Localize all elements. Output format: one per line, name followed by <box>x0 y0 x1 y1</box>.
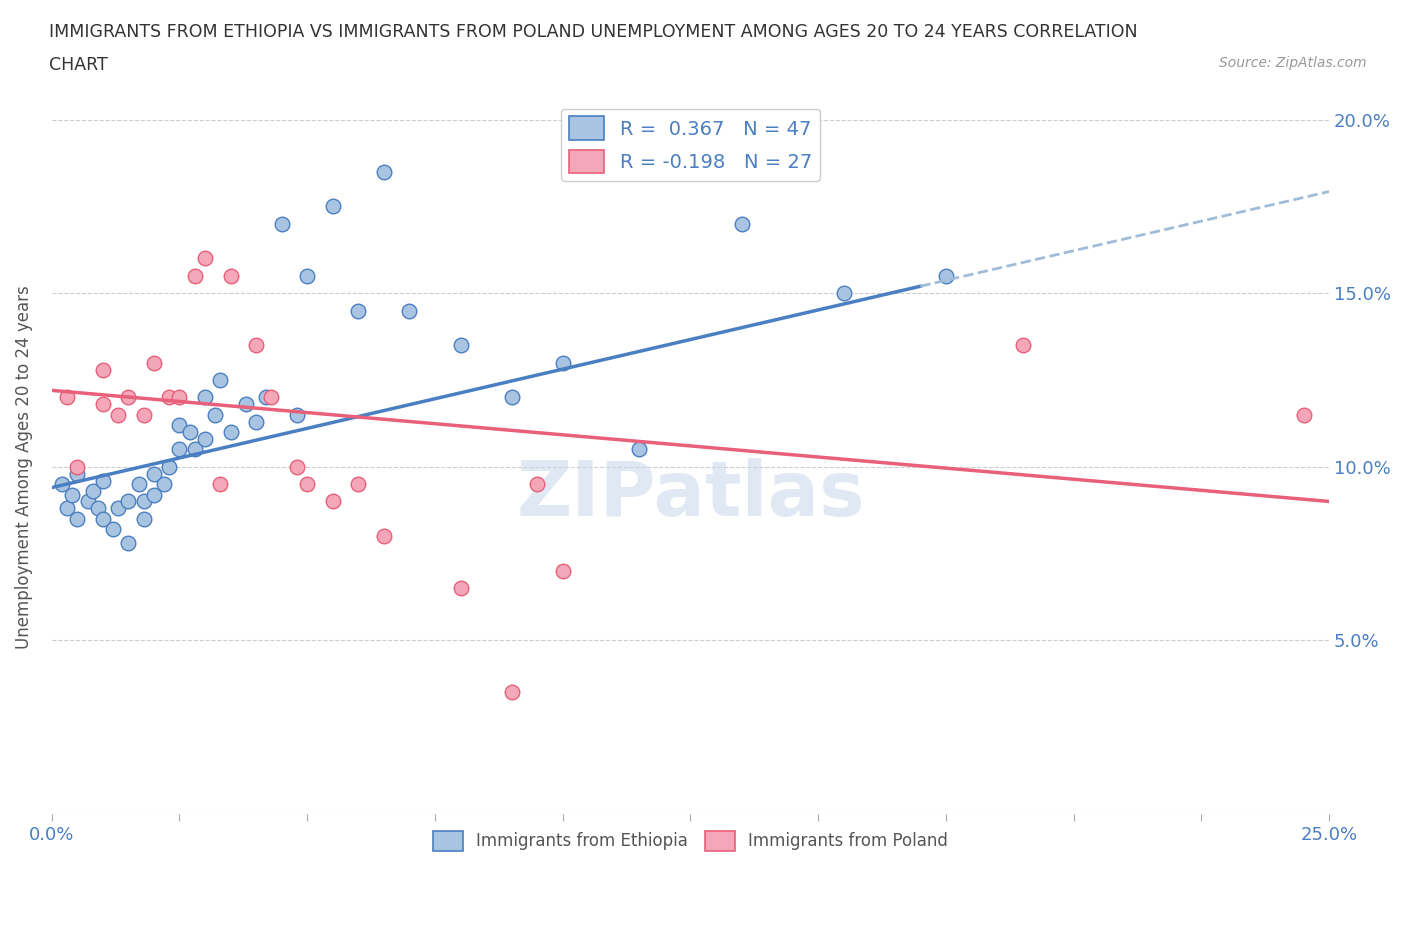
Point <box>373 529 395 544</box>
Point <box>91 397 114 412</box>
Point <box>142 466 165 481</box>
Point <box>142 487 165 502</box>
Point <box>56 501 79 516</box>
Point <box>107 501 129 516</box>
Point <box>832 286 855 300</box>
Point <box>730 217 752 232</box>
Text: Source: ZipAtlas.com: Source: ZipAtlas.com <box>1219 56 1367 70</box>
Point <box>245 414 267 429</box>
Point <box>107 407 129 422</box>
Point <box>270 217 292 232</box>
Point <box>91 362 114 377</box>
Text: CHART: CHART <box>49 56 108 73</box>
Point <box>66 512 89 526</box>
Point <box>551 564 574 578</box>
Point <box>194 432 217 446</box>
Point <box>194 251 217 266</box>
Point <box>56 390 79 405</box>
Point <box>82 484 104 498</box>
Point <box>169 390 191 405</box>
Point <box>373 165 395 179</box>
Legend: Immigrants from Ethiopia, Immigrants from Poland: Immigrants from Ethiopia, Immigrants fro… <box>426 824 955 857</box>
Point <box>285 459 308 474</box>
Point <box>87 501 110 516</box>
Point <box>117 536 139 551</box>
Point <box>526 477 548 492</box>
Point <box>142 355 165 370</box>
Point <box>128 477 150 492</box>
Text: ZIPatlas: ZIPatlas <box>516 458 865 532</box>
Point <box>91 512 114 526</box>
Text: IMMIGRANTS FROM ETHIOPIA VS IMMIGRANTS FROM POLAND UNEMPLOYMENT AMONG AGES 20 TO: IMMIGRANTS FROM ETHIOPIA VS IMMIGRANTS F… <box>49 23 1137 41</box>
Y-axis label: Unemployment Among Ages 20 to 24 years: Unemployment Among Ages 20 to 24 years <box>15 285 32 648</box>
Point <box>219 269 242 284</box>
Point <box>297 477 319 492</box>
Point <box>132 407 155 422</box>
Point <box>91 473 114 488</box>
Point <box>501 390 523 405</box>
Point <box>60 487 83 502</box>
Point <box>66 459 89 474</box>
Point <box>101 522 124 537</box>
Point <box>132 494 155 509</box>
Point <box>285 407 308 422</box>
Point <box>260 390 283 405</box>
Point <box>1292 407 1315 422</box>
Point <box>179 425 201 440</box>
Point <box>76 494 98 509</box>
Point <box>157 459 180 474</box>
Point <box>398 303 420 318</box>
Point <box>204 407 226 422</box>
Point <box>169 418 191 432</box>
Point <box>245 338 267 352</box>
Point <box>169 442 191 457</box>
Point <box>117 390 139 405</box>
Point <box>209 373 232 388</box>
Point <box>501 684 523 699</box>
Point <box>117 494 139 509</box>
Point <box>450 338 472 352</box>
Point <box>551 355 574 370</box>
Point <box>347 303 370 318</box>
Point <box>254 390 277 405</box>
Point <box>66 466 89 481</box>
Point <box>184 442 207 457</box>
Point <box>184 269 207 284</box>
Point <box>628 442 651 457</box>
Point <box>51 477 73 492</box>
Point <box>235 397 257 412</box>
Point <box>1011 338 1033 352</box>
Point <box>209 477 232 492</box>
Point <box>935 269 957 284</box>
Point <box>157 390 180 405</box>
Point <box>219 425 242 440</box>
Point <box>132 512 155 526</box>
Point <box>347 477 370 492</box>
Point <box>194 390 217 405</box>
Point <box>153 477 176 492</box>
Point <box>322 494 344 509</box>
Point <box>297 269 319 284</box>
Point <box>322 199 344 214</box>
Point <box>450 580 472 595</box>
